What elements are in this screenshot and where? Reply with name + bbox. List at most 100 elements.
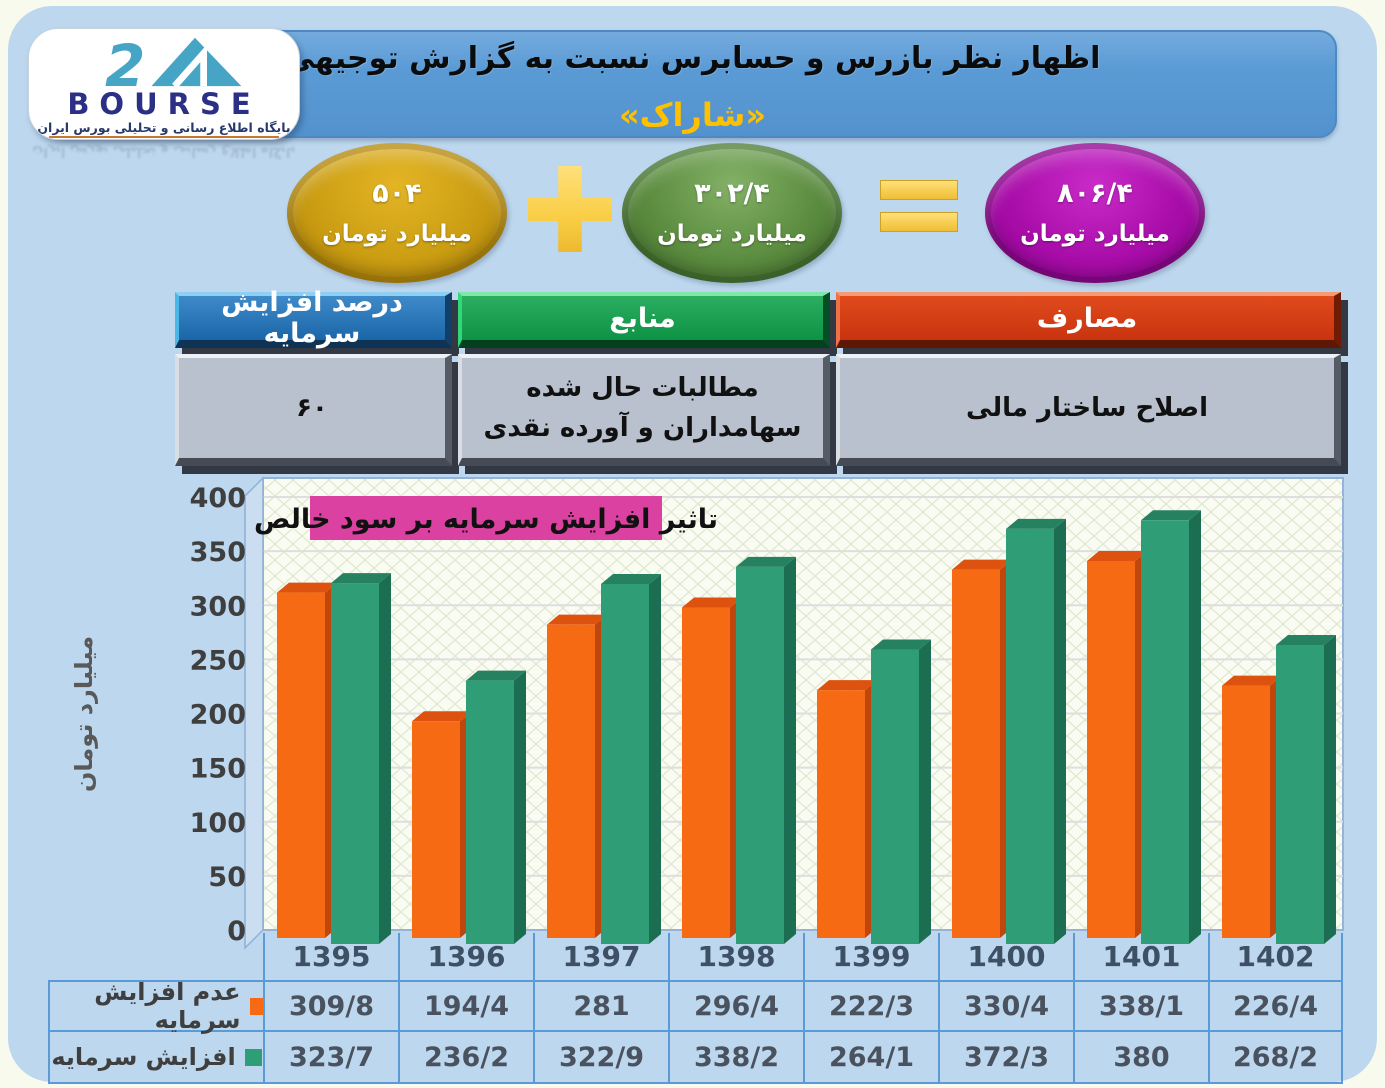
oval-total-amount: ۸۰۶/۴ میلیارد تومان — [985, 143, 1205, 283]
bar-front — [952, 569, 1000, 938]
chart-title: تاثیر افزایش سرمایه بر سود خالص — [254, 504, 718, 535]
value-no-increase-1395: 309/8 — [263, 980, 398, 1032]
bar-cap — [817, 680, 877, 691]
bar-front — [466, 680, 514, 944]
header-uses: مصارف — [836, 292, 1341, 348]
year-1398: 1398 — [668, 933, 803, 980]
value-no-increase-1396: 194/4 — [398, 980, 533, 1032]
bar-front — [277, 592, 325, 938]
bar-cap — [331, 573, 391, 584]
logo-underline — [49, 136, 279, 138]
header-capital-increase-percent: درصد افزایش سرمایه — [175, 287, 452, 349]
oval-gold-unit: میلیارد تومان — [322, 221, 472, 247]
year-1395: 1395 — [263, 933, 398, 980]
year-1396: 1396 — [398, 933, 533, 980]
bar-increase-1399 — [871, 639, 931, 944]
value-increase-1395: 323/7 — [263, 1032, 398, 1084]
logo-subtitle: پایگاه اطلاع رسانی و تحلیلی بورس ایران — [37, 120, 291, 135]
bar-side — [919, 639, 931, 944]
bar-no-increase-1399 — [817, 680, 877, 938]
year-1402: 1402 — [1208, 933, 1343, 980]
legend-increase: افزایش سرمایه — [48, 1032, 263, 1084]
bar-front — [1222, 685, 1270, 938]
bar-side — [514, 670, 526, 944]
bar-cap — [547, 614, 607, 625]
year-1397: 1397 — [533, 933, 668, 980]
bar-no-increase-1402 — [1222, 675, 1282, 938]
header-sources: منابع — [458, 292, 830, 348]
bar-cap — [1276, 634, 1336, 645]
bar-front — [331, 583, 379, 944]
oval-green-unit: میلیارد تومان — [657, 221, 807, 247]
bar-chart: 400 350 300 250 200 150 100 50 0 میلیارد تومان تاث… — [50, 472, 1350, 950]
legend-swatch-increase — [244, 1048, 262, 1066]
value-increase-1401: 380 — [1073, 1032, 1208, 1084]
axis-wall — [244, 476, 264, 950]
bar-no-increase-1401 — [1087, 551, 1147, 938]
y-tick-100: 100 — [190, 808, 246, 839]
legend-swatch-no-increase — [249, 997, 263, 1015]
y-tick-50: 50 — [208, 862, 246, 893]
cell-uses: اصلاح ساختار مالی — [836, 354, 1341, 466]
oval-green-value: ۳۰۲/۴ — [694, 178, 770, 209]
value-increase-1397: 322/9 — [533, 1032, 668, 1084]
bar-front — [1276, 644, 1324, 944]
bar-cap — [1006, 518, 1066, 529]
bar-cap — [952, 559, 1012, 570]
bar-front — [1006, 528, 1054, 944]
bar-side — [379, 573, 391, 944]
table-corner-spacer — [48, 933, 263, 980]
bar-increase-1401 — [1141, 510, 1201, 944]
bar-cap — [1222, 675, 1282, 686]
oval-gold-value: ۵۰۴ — [372, 178, 422, 209]
year-1399: 1399 — [803, 933, 938, 980]
bar-side — [1324, 634, 1336, 944]
y-tick-400: 400 — [190, 483, 246, 514]
oval-current-capital-amount: ۳۰۲/۴ میلیارد تومان — [622, 143, 842, 283]
bar-cap — [736, 556, 796, 567]
bar-no-increase-1398 — [682, 597, 742, 938]
bar-cap — [601, 573, 661, 584]
bar-no-increase-1397 — [547, 614, 607, 938]
bar-side — [1054, 518, 1066, 944]
chart-data-table: 1395 1396 1397 1398 1399 1400 1401 1402 عدم افزا… — [48, 933, 1343, 1084]
value-increase-1402: 268/2 — [1208, 1032, 1343, 1084]
bar-side — [1189, 510, 1201, 944]
bar-cap — [466, 670, 526, 681]
bar-increase-1398 — [736, 556, 796, 944]
y-tick-200: 200 — [190, 700, 246, 731]
oval-capital-increase-amount: ۵۰۴ میلیارد تومان — [287, 143, 507, 283]
value-increase-1396: 236/2 — [398, 1032, 533, 1084]
y-tick-350: 350 — [190, 537, 246, 568]
value-no-increase-1398: 296/4 — [668, 980, 803, 1032]
bourse24-triangle-icon: 2 — [79, 32, 249, 100]
y-tick-250: 250 — [190, 645, 246, 676]
bar-front — [736, 566, 784, 944]
value-no-increase-1402: 226/4 — [1208, 980, 1343, 1032]
bar-increase-1400 — [1006, 518, 1066, 944]
bar-front — [682, 607, 730, 938]
value-no-increase-1397: 281 — [533, 980, 668, 1032]
bar-increase-1402 — [1276, 634, 1336, 944]
y-tick-0: 0 — [227, 916, 246, 947]
logo-brand-text: BOURSE — [67, 87, 261, 121]
chart-title-box — [310, 496, 662, 540]
bar-front — [601, 583, 649, 944]
value-increase-1400: 372/3 — [938, 1032, 1073, 1084]
equals-icon — [880, 180, 958, 232]
y-tick-300: 300 — [190, 591, 246, 622]
bar-side — [784, 556, 796, 944]
bar-front — [412, 721, 460, 938]
bourse24-logo: 2 BOURSE پایگاه اطلاع رسانی و تحلیلی بور… — [28, 28, 300, 140]
bar-no-increase-1396 — [412, 711, 472, 938]
logo-reflection: پایگاه اطلاع رسانی و تحلیلی بورس ایران — [32, 144, 296, 159]
value-increase-1398: 338/2 — [668, 1032, 803, 1084]
bar-no-increase-1400 — [952, 559, 1012, 938]
year-1401: 1401 — [1073, 933, 1208, 980]
page-title: اظهار نظر بازرس و حسابرس نسبت به گزارش ت… — [284, 41, 1101, 76]
bar-cap — [277, 582, 337, 593]
oval-purple-value: ۸۰۶/۴ — [1057, 178, 1133, 209]
bar-cap — [871, 639, 931, 650]
bar-cap — [412, 711, 472, 722]
value-increase-1399: 264/1 — [803, 1032, 938, 1084]
